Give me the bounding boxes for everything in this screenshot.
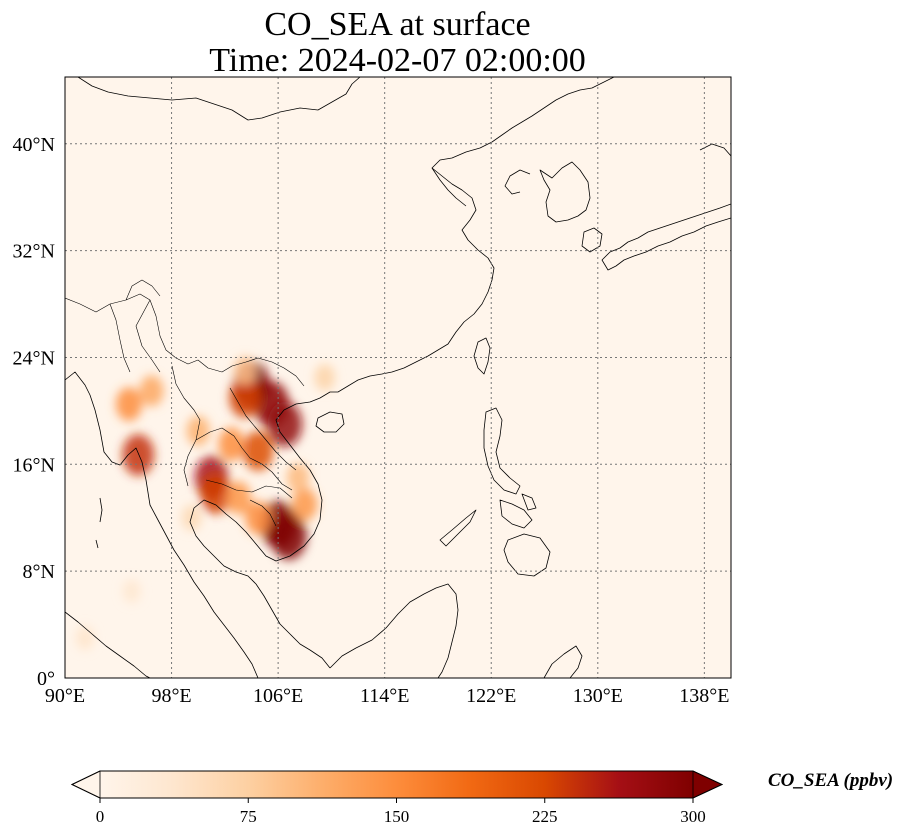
lon-tick-label: 138°E bbox=[679, 685, 729, 707]
country-borders bbox=[65, 279, 305, 527]
co-hotspot bbox=[186, 415, 210, 447]
co-hotspot bbox=[286, 462, 310, 493]
co-hotspot bbox=[199, 473, 232, 515]
colorbar-tick-label: 75 bbox=[240, 807, 257, 826]
co-hotspot bbox=[115, 387, 142, 422]
hokkaido-coastline bbox=[699, 143, 731, 157]
co-hotspot bbox=[218, 427, 245, 462]
taiwan-coastline bbox=[473, 337, 491, 375]
bohai-coast bbox=[431, 167, 531, 207]
co-hotspot bbox=[229, 377, 261, 418]
colorbar-label: CO_SEA (ppbv) bbox=[768, 770, 894, 791]
colorbar-tick-label: 300 bbox=[680, 807, 706, 826]
lat-tick-label: 40°N bbox=[13, 134, 55, 156]
colorbar-tick-label: 0 bbox=[96, 807, 105, 826]
co-hotspot bbox=[139, 375, 164, 407]
lat-tick-label: 8°N bbox=[23, 561, 55, 583]
andaman-islands bbox=[95, 497, 103, 549]
colorbar-tick-label: 150 bbox=[384, 807, 410, 826]
co-hotspot bbox=[122, 579, 141, 604]
chart-title: CO_SEA at surface bbox=[264, 6, 531, 43]
lon-tick-label: 90°E bbox=[45, 685, 85, 707]
colorbar-tick-label: 225 bbox=[532, 807, 558, 826]
japan-coastline bbox=[601, 203, 731, 271]
palawan-coastline bbox=[439, 509, 477, 547]
co-hotspot bbox=[314, 364, 336, 391]
gridlines bbox=[65, 77, 731, 678]
lat-tick-labels: 0° 8°N 16°N 24°N 32°N 40°N bbox=[13, 134, 55, 690]
map-panel: 90°E 98°E 106°E 114°E 122°E 130°E 138°E 0° 8°N 1… bbox=[13, 76, 732, 707]
lon-tick-label: 98°E bbox=[151, 685, 191, 707]
chart-subtitle-time: Time: 2024-02-07 02:00:00 bbox=[209, 42, 586, 79]
co-hotspot bbox=[233, 356, 256, 386]
sumatra-coastline bbox=[65, 611, 151, 678]
korea-coastline bbox=[539, 161, 591, 223]
lon-tick-labels: 90°E 98°E 106°E 114°E 122°E 130°E 138°E bbox=[45, 685, 730, 707]
lat-tick-label: 32°N bbox=[13, 241, 55, 263]
lon-tick-label: 114°E bbox=[360, 685, 409, 707]
lat-tick-label: 0° bbox=[37, 668, 55, 690]
co-hotspot bbox=[270, 513, 307, 560]
kyushu-coastline bbox=[581, 227, 603, 253]
colorbar-extend-max bbox=[692, 770, 723, 799]
lat-tick-label: 16°N bbox=[13, 454, 55, 476]
coastlines bbox=[65, 77, 731, 678]
concentration-field bbox=[75, 356, 336, 651]
co-hotspot bbox=[75, 625, 95, 651]
lon-tick-label: 130°E bbox=[573, 685, 623, 707]
map-background bbox=[65, 77, 731, 678]
co-hotspot bbox=[245, 500, 272, 535]
co-hotspot bbox=[267, 401, 303, 447]
co-hotspot bbox=[292, 487, 318, 521]
hotspot-layer bbox=[75, 356, 336, 651]
co-hotspot bbox=[122, 434, 155, 476]
sulawesi-coastline bbox=[543, 645, 583, 678]
co-hotspot bbox=[225, 481, 251, 515]
visayas-coastline bbox=[499, 493, 537, 529]
luzon-coastline bbox=[483, 407, 521, 495]
map-frame bbox=[64, 76, 732, 679]
colorbar-extend-min bbox=[71, 770, 101, 799]
colorbar-gradient bbox=[100, 771, 693, 798]
lon-tick-label: 122°E bbox=[466, 685, 516, 707]
lon-tick-label: 106°E bbox=[253, 685, 303, 707]
lat-tick-label: 24°N bbox=[13, 347, 55, 369]
co-hotspot bbox=[242, 431, 274, 471]
asia-coastline bbox=[65, 77, 615, 678]
mindanao-coastline bbox=[503, 533, 551, 577]
colorbar: 0 75 150 225 300 bbox=[70, 770, 724, 826]
colorbar-ticks: 0 75 150 225 300 bbox=[96, 798, 706, 826]
north-border bbox=[77, 77, 361, 121]
hainan-coastline bbox=[315, 411, 345, 433]
borneo-coastline bbox=[329, 583, 459, 678]
